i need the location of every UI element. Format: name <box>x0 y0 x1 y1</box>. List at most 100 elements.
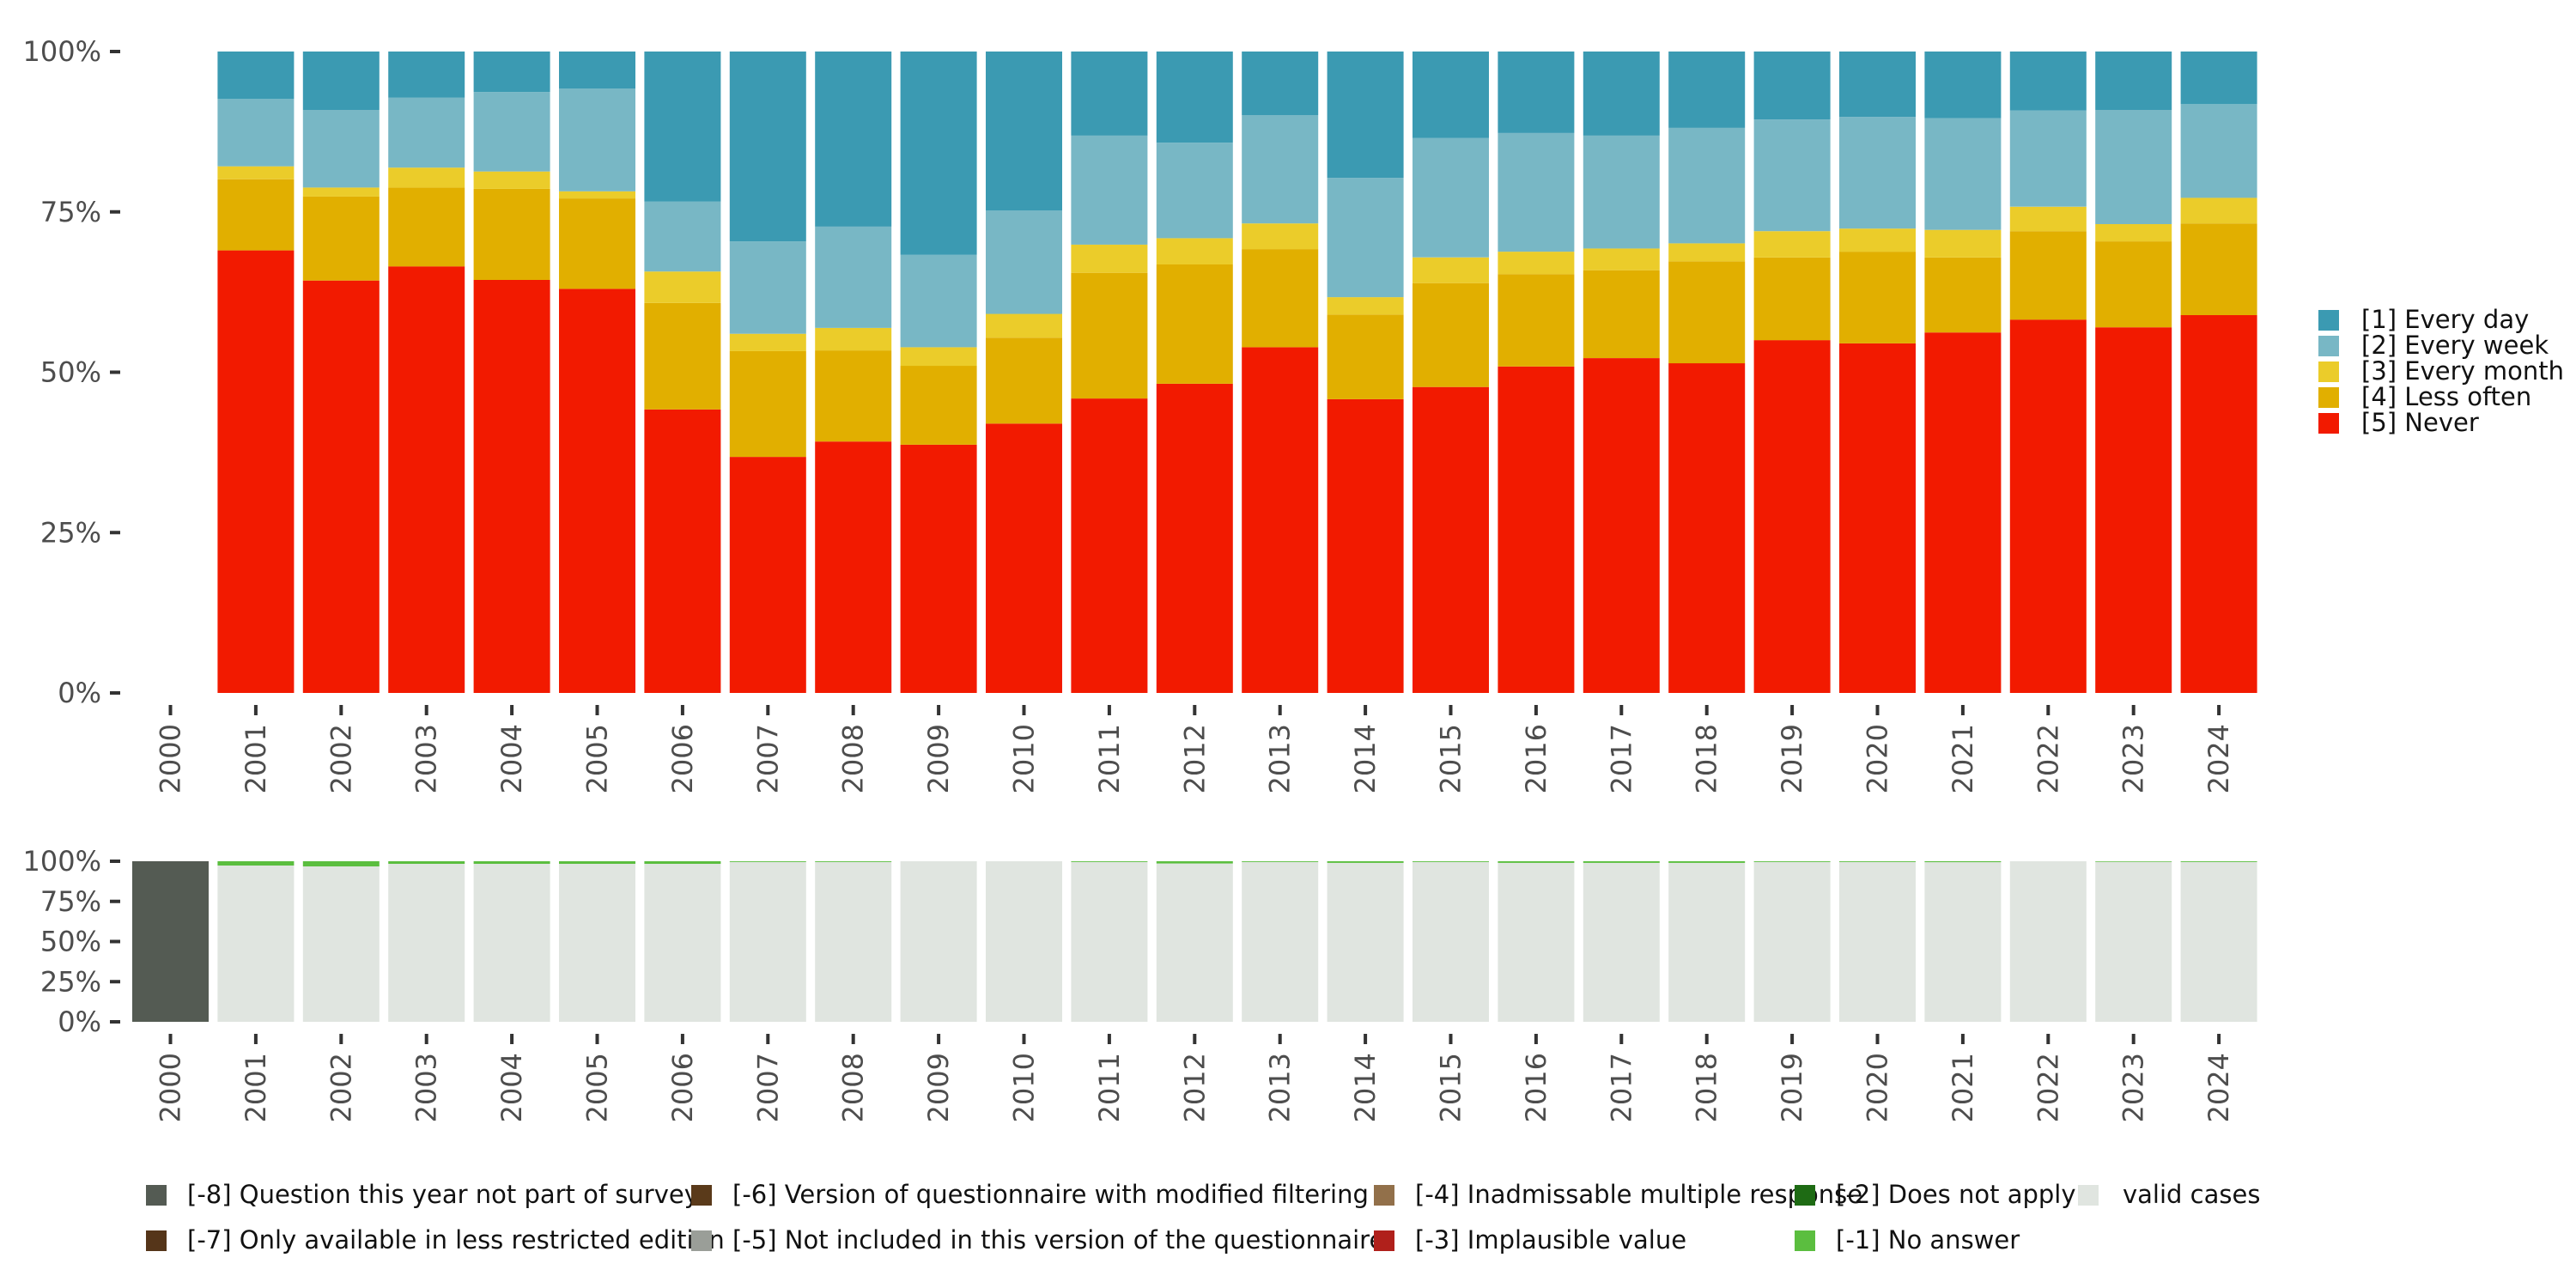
x-tick-label: 2012 <box>1178 1053 1211 1122</box>
x-tick-mark <box>766 1034 770 1044</box>
bar-segment-2018-2-every-week <box>1668 127 1746 244</box>
x-tick-mark <box>1364 1034 1368 1044</box>
bar-segment-2019-valid-cases <box>1753 861 1831 1022</box>
x-tick-mark <box>1875 1034 1880 1044</box>
bar-segment-2016-1-no-answer <box>1498 861 1575 863</box>
bar-segment-2014-3-every-month <box>1327 297 1404 315</box>
bar-segment-2001-1-every-day <box>217 52 295 100</box>
bar-segment-2014-4-less-often <box>1327 314 1404 399</box>
x-tick-label: 2005 <box>581 1053 614 1122</box>
bar-segment-2020-valid-cases <box>1839 861 1916 1022</box>
x-tick-mark <box>1449 1034 1453 1044</box>
legend-label: [-1] No answer <box>1836 1225 2020 1255</box>
bar-segment-2017-1-every-day <box>1583 52 1660 136</box>
x-tick-label: 2000 <box>155 1053 187 1122</box>
x-tick-label: 2011 <box>1093 724 1126 793</box>
x-tick-label: 2010 <box>1008 1053 1041 1122</box>
bar-segment-2006-5-never <box>644 409 721 693</box>
bar-segment-2014-5-never <box>1327 398 1404 693</box>
bar-segment-2005-3-every-month <box>559 191 635 198</box>
y-tick-label: 0% <box>58 677 101 709</box>
bar-segment-2015-valid-cases <box>1413 861 1489 1022</box>
bar-segment-2017-4-less-often <box>1583 270 1660 358</box>
y-tick-mark <box>110 1020 120 1024</box>
bar-segment-2018-valid-cases <box>1668 862 1746 1022</box>
bar-segment-2015-5-never <box>1413 386 1489 693</box>
legend-label: [-2] Does not apply <box>1836 1180 2076 1209</box>
bar-segment-2023-2-every-week <box>2095 110 2172 224</box>
bar-segment-2013-1-every-day <box>1242 52 1319 115</box>
bar-segment-2003-4-less-often <box>388 187 465 267</box>
bar-segment-2003-5-never <box>388 266 465 693</box>
bar-segment-2022-valid-cases <box>2009 861 2087 1022</box>
bar-segment-2012-2-every-week <box>1156 143 1233 239</box>
bar-segment-2002-1-every-day <box>302 52 380 110</box>
bar-segment-2009-2-every-week <box>900 254 977 348</box>
bar-segment-2014-2-every-week <box>1327 178 1404 298</box>
bar-segment-2016-5-never <box>1498 366 1575 693</box>
x-tick-label: 2022 <box>2032 724 2064 793</box>
x-tick-mark <box>937 1034 941 1044</box>
top-y-axis: 0% 25% 50% 75% 100% <box>23 35 120 709</box>
legend-swatch <box>2318 336 2339 356</box>
legend-label: [4] Less often <box>2361 382 2531 411</box>
bar-segment-2022-4-less-often <box>2009 231 2087 320</box>
legend-label: [-4] Inadmissable multiple response <box>1415 1180 1862 1209</box>
y-tick-mark <box>110 691 120 695</box>
bar-segment-2020-5-never <box>1839 343 1916 693</box>
bar-segment-2004-1-every-day <box>473 52 550 93</box>
legend-label: [-5] Not included in this version of the… <box>732 1225 1384 1255</box>
x-tick-label: 2014 <box>1349 1053 1382 1122</box>
x-tick-label: 2021 <box>1947 724 1979 793</box>
bar-segment-2001-valid-cases <box>217 866 295 1022</box>
bottom-y-axis: 0% 25% 50% 75% 100% <box>23 845 120 1038</box>
bar-segment-2008-1-no-answer <box>815 861 892 862</box>
x-tick-label: 2016 <box>1520 1053 1552 1122</box>
bar-segment-2022-3-every-month <box>2009 206 2087 232</box>
bar-segment-2019-3-every-month <box>1753 231 1831 258</box>
bar-segment-2021-4-less-often <box>1924 257 2002 333</box>
bar-segment-2007-5-never <box>729 457 806 693</box>
legend-swatch <box>2318 387 2339 408</box>
y-tick-mark <box>110 210 120 214</box>
x-tick-label: 2018 <box>1691 1053 1723 1122</box>
bar-segment-2006-4-less-often <box>644 302 721 410</box>
x-tick-label: 2016 <box>1520 724 1552 793</box>
legend-swatch <box>691 1230 712 1251</box>
bar-segment-2007-1-every-day <box>729 52 806 242</box>
bar-segment-2008-3-every-month <box>815 328 892 351</box>
x-tick-label: 2020 <box>1862 1053 1894 1122</box>
bar-segment-2024-4-less-often <box>2180 223 2257 315</box>
legend-label: valid cases <box>2123 1180 2260 1209</box>
x-tick-mark <box>168 705 173 715</box>
y-tick-label: 50% <box>40 926 101 958</box>
legend-swatch <box>2318 413 2339 434</box>
x-tick-mark <box>2131 705 2136 715</box>
x-tick-mark <box>595 1034 599 1044</box>
bar-segment-2008-5-never <box>815 441 892 693</box>
x-tick-label: 2007 <box>751 1053 784 1122</box>
x-tick-label: 2023 <box>2117 724 2150 793</box>
bar-segment-2015-1-no-answer <box>1413 861 1489 862</box>
x-tick-label: 2017 <box>1605 724 1637 793</box>
x-tick-label: 2011 <box>1093 1053 1126 1122</box>
bar-segment-2020-1-every-day <box>1839 52 1916 118</box>
bar-segment-2002-4-less-often <box>302 196 380 281</box>
x-tick-mark <box>424 705 428 715</box>
bar-segment-2013-valid-cases <box>1242 861 1319 1022</box>
top-legend: [1] Every day[2] Every week[3] Every mon… <box>2318 305 2564 437</box>
x-tick-mark <box>2217 705 2221 715</box>
bar-segment-2011-2-every-week <box>1071 135 1148 245</box>
bar-segment-2012-3-every-month <box>1156 238 1233 264</box>
x-tick-mark <box>1022 705 1026 715</box>
x-tick-mark <box>1619 1034 1624 1044</box>
bar-segment-2002-valid-cases <box>302 866 380 1022</box>
x-tick-mark <box>1193 1034 1197 1044</box>
bar-segment-2023-valid-cases <box>2095 861 2172 1022</box>
bar-segment-2023-4-less-often <box>2095 241 2172 328</box>
x-tick-label: 2019 <box>1776 724 1808 793</box>
x-tick-label: 2002 <box>325 724 357 793</box>
bar-segment-2000-8-question-this-year-not-part-of-survey <box>132 861 209 1022</box>
legend-swatch <box>2318 310 2339 331</box>
legend-swatch <box>691 1185 712 1206</box>
